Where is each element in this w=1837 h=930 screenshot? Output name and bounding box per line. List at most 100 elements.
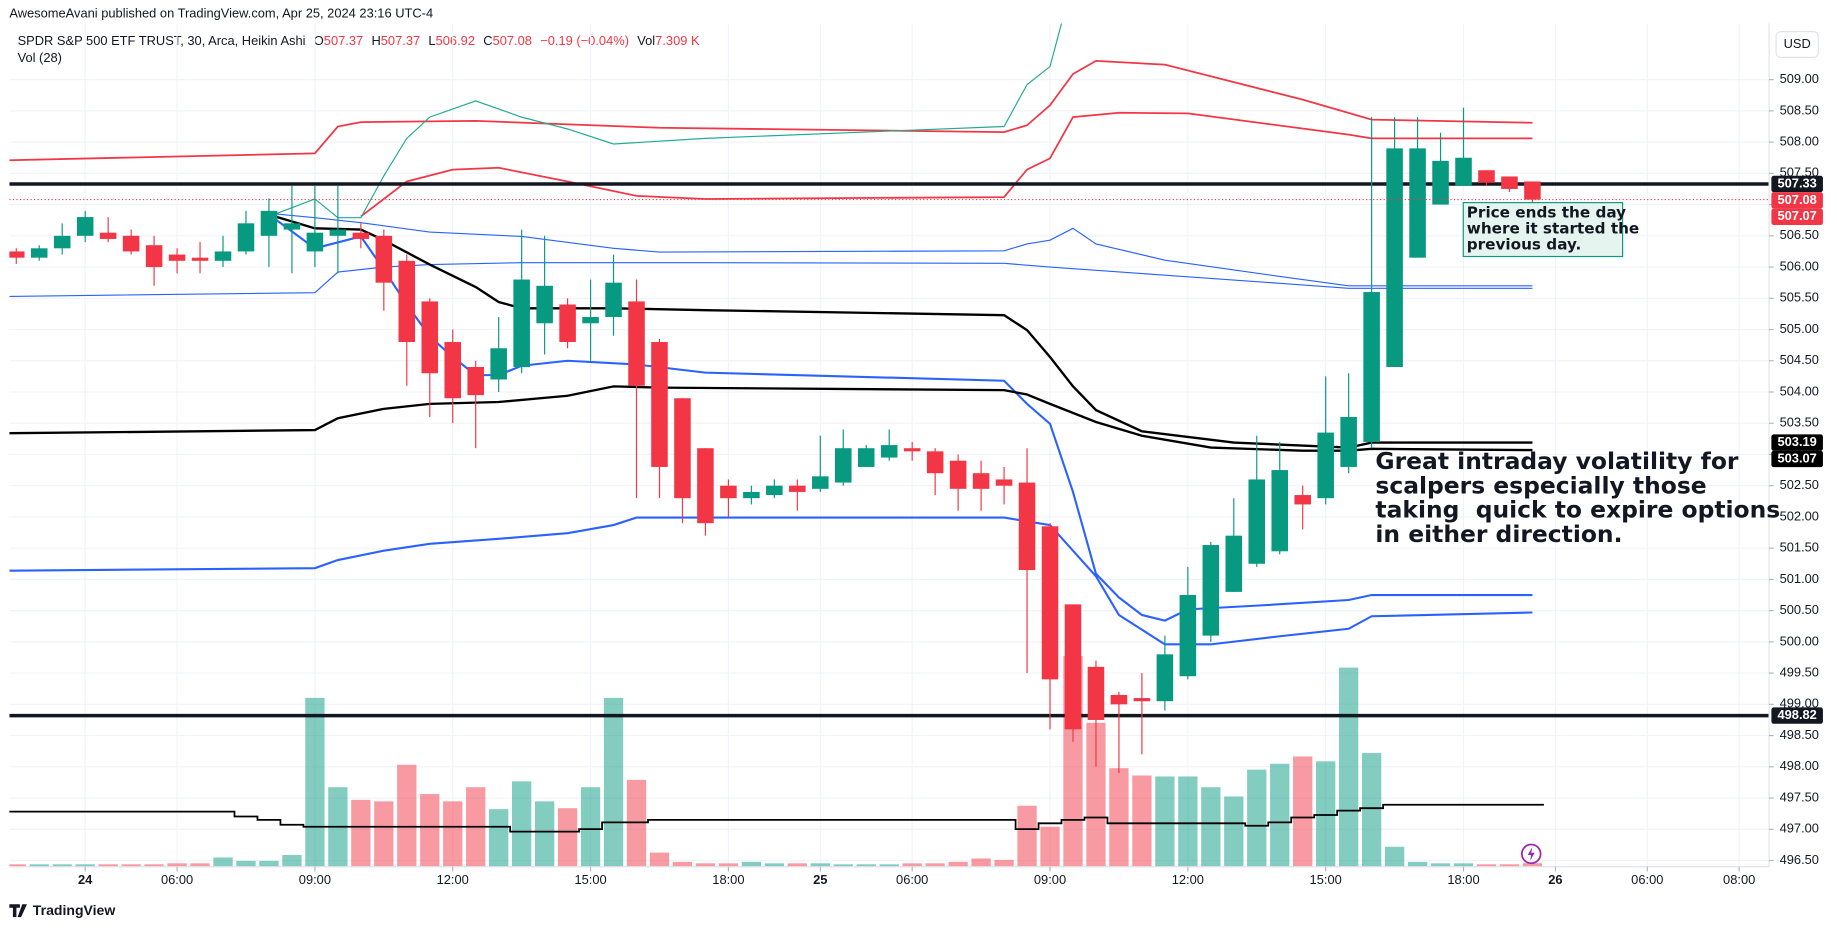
volume-bar <box>9 864 26 867</box>
volume-bar <box>52 864 72 867</box>
legend: SPDR S&P 500 ETF TRUST, 30, Arca, Heikin… <box>18 34 700 49</box>
candle-body <box>53 235 71 249</box>
volume-bar <box>787 863 807 867</box>
volume-bar <box>1201 787 1221 867</box>
x-tick-label: 25 <box>813 872 827 887</box>
y-tick-label: 500.00 <box>1780 633 1819 648</box>
candle-body <box>329 229 347 236</box>
volume-bar <box>121 864 141 867</box>
volume-bar <box>420 794 440 867</box>
candle-body <box>260 210 278 236</box>
price-badge-label: 507.07 <box>1777 208 1816 223</box>
candle-body <box>1294 495 1311 505</box>
legend-key: L <box>428 34 435 49</box>
legend-value: 507.08 <box>493 34 532 49</box>
volume-bar <box>1453 863 1474 867</box>
price-badge-label: 503.19 <box>1777 434 1816 449</box>
y-tick-label: 504.50 <box>1780 352 1819 367</box>
annotation-text: Great intraday volatility for <box>1375 447 1739 475</box>
currency-button[interactable] <box>1775 31 1819 58</box>
candle-body <box>834 448 852 483</box>
annotation-text: previous day. <box>1467 235 1582 253</box>
candle-body <box>283 223 301 230</box>
candle-body <box>214 251 232 261</box>
candle-body <box>697 448 714 524</box>
candle-body <box>99 232 117 239</box>
volume-bar <box>75 864 95 867</box>
price-badge-label: 503.07 <box>1777 450 1816 465</box>
candle-body <box>1202 545 1220 636</box>
volume-bar <box>902 863 922 867</box>
volume-bar <box>971 858 991 867</box>
volume-bar <box>626 779 647 867</box>
candle-body <box>9 251 25 258</box>
currency-label[interactable]: USD <box>1784 36 1811 51</box>
volume-bar <box>512 781 532 867</box>
x-tick-label: 18:00 <box>712 872 744 887</box>
volume-bar <box>925 863 945 867</box>
volume-bar <box>833 864 853 867</box>
candle-body <box>628 301 645 386</box>
y-tick-label: 498.00 <box>1780 758 1819 773</box>
candle-body <box>1225 535 1243 592</box>
indicator-line <box>268 23 1063 219</box>
candle-body <box>191 257 209 261</box>
candle-body <box>972 473 990 489</box>
candle-body <box>743 491 760 499</box>
volume-bar <box>672 861 693 867</box>
y-tick-label: 499.50 <box>1780 665 1819 680</box>
x-tick-label: 24 <box>78 872 93 887</box>
candle-body <box>536 285 553 324</box>
volume-bar <box>580 787 601 867</box>
annotation-text: where it started the <box>1467 219 1639 237</box>
x-tick-label: 09:00 <box>299 872 331 887</box>
candle-body <box>1110 694 1128 705</box>
candle-body <box>674 398 691 499</box>
candle-body <box>720 485 737 499</box>
y-tick-label: 506.50 <box>1780 227 1819 242</box>
annotation-text: Price ends the day <box>1467 204 1626 222</box>
candle-body <box>1179 595 1197 677</box>
candle-body <box>1386 148 1403 368</box>
volume-bar <box>1384 846 1405 867</box>
brand-name: TradingView <box>33 902 116 918</box>
legend-key: H <box>371 34 380 49</box>
candle-body <box>467 367 484 396</box>
volume-bar <box>98 864 118 867</box>
volume-bar <box>1155 776 1175 867</box>
axes: 496.50 497.00 497.50 498.00 498.50 499.00 499.… <box>78 71 1819 887</box>
candle-body <box>903 448 921 452</box>
volume-bar <box>1109 768 1129 867</box>
x-tick-label: 15:00 <box>574 872 606 887</box>
volume-bar <box>374 801 394 867</box>
candle-body <box>1041 526 1059 680</box>
legend-value: 506.92 <box>436 34 475 49</box>
volume-bar <box>994 859 1014 867</box>
y-tick-label: 502.50 <box>1780 477 1819 492</box>
candle-body <box>306 232 324 252</box>
candle-body <box>375 235 393 283</box>
y-tick-label: 497.00 <box>1780 821 1819 836</box>
x-tick-label: 15:00 <box>1310 872 1342 887</box>
volume-bar <box>305 697 325 867</box>
y-tick-label: 499.00 <box>1780 696 1819 711</box>
x-tick-label: 06:00 <box>161 872 193 887</box>
y-tick-label: 508.00 <box>1780 134 1819 149</box>
candle-body <box>1363 292 1380 442</box>
candle-body <box>1501 176 1518 189</box>
candle-body <box>444 342 462 399</box>
candle-body <box>1018 482 1036 571</box>
candle-body <box>559 304 576 343</box>
candle-body <box>1455 157 1472 186</box>
brand-logo <box>9 904 27 918</box>
y-tick-label: 501.50 <box>1780 540 1819 555</box>
legend-value: 7.309 K <box>655 34 700 49</box>
plot <box>9 23 1770 867</box>
volume-bar <box>489 809 509 867</box>
indicator-line <box>9 516 1533 646</box>
x-tick-label: 12:00 <box>437 872 469 887</box>
candle-body <box>1087 666 1105 720</box>
legend-value: 507.37 <box>324 34 363 49</box>
